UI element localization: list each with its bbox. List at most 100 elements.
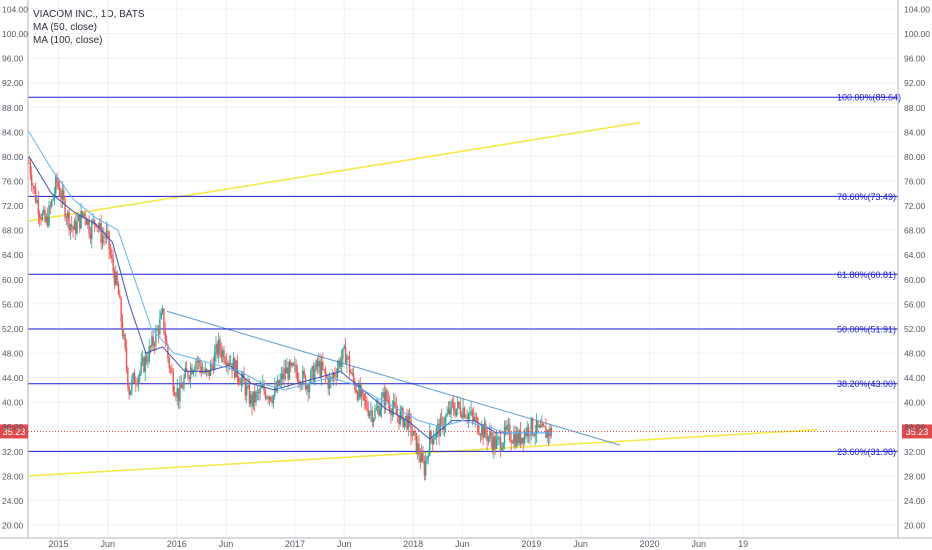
legend-ma100: MA (100, close) bbox=[33, 35, 103, 46]
candle-body bbox=[259, 387, 261, 394]
candle-body bbox=[51, 200, 53, 207]
candle-body bbox=[424, 460, 427, 476]
candle-body bbox=[137, 376, 140, 385]
candle-body bbox=[311, 366, 313, 371]
candle-body bbox=[89, 234, 92, 240]
candle-body bbox=[372, 418, 375, 423]
candle-body bbox=[546, 430, 548, 438]
candle-body bbox=[208, 370, 211, 376]
candle-body bbox=[541, 423, 543, 428]
candle-body bbox=[334, 373, 336, 377]
candle-body bbox=[355, 389, 357, 393]
candle-body bbox=[232, 358, 235, 371]
candle-body bbox=[395, 406, 398, 415]
candle-body bbox=[73, 220, 76, 230]
candle-body bbox=[403, 418, 406, 427]
candle-body bbox=[388, 402, 391, 411]
candle-body bbox=[132, 373, 134, 380]
candle-body bbox=[523, 432, 526, 444]
candle-body bbox=[519, 430, 522, 444]
y-tick-label-left: 80.00 bbox=[2, 152, 24, 162]
candle-body bbox=[518, 430, 520, 444]
y-tick-label-left: 28.00 bbox=[2, 471, 24, 481]
candle-body bbox=[79, 215, 81, 229]
candle-body bbox=[279, 379, 281, 386]
y-tick-label-right: 88.00 bbox=[904, 103, 926, 113]
candle-body bbox=[475, 417, 478, 419]
candle-body bbox=[466, 417, 468, 419]
candle-body bbox=[493, 436, 495, 451]
candle-body bbox=[41, 213, 44, 220]
candle-body bbox=[29, 162, 32, 175]
candle-body bbox=[168, 358, 170, 368]
candle-body bbox=[303, 370, 305, 376]
candle-body bbox=[450, 401, 452, 415]
candle-body bbox=[161, 308, 164, 313]
candle-body bbox=[394, 401, 396, 407]
candle-body bbox=[511, 442, 514, 444]
candle-body bbox=[537, 420, 539, 428]
candle-body bbox=[235, 360, 237, 378]
candle-body bbox=[75, 220, 77, 234]
candle-body bbox=[264, 391, 267, 399]
candle-body bbox=[76, 221, 78, 234]
candle-body bbox=[399, 411, 402, 425]
candle-body bbox=[461, 414, 463, 418]
candle-body bbox=[113, 271, 116, 285]
candle-body bbox=[187, 371, 189, 378]
candle-body bbox=[467, 413, 470, 419]
candle-body bbox=[347, 356, 349, 358]
y-tick-label-right: 28.00 bbox=[904, 471, 926, 481]
candle-body bbox=[227, 362, 229, 366]
candle-body bbox=[213, 352, 216, 370]
candle-body bbox=[320, 361, 323, 377]
candle-body bbox=[514, 434, 516, 447]
x-tick-label: Jun bbox=[337, 539, 352, 549]
candle-body bbox=[326, 375, 328, 378]
y-tick-label-left: 88.00 bbox=[2, 103, 24, 113]
candle-body bbox=[494, 436, 496, 449]
candle-body bbox=[128, 386, 130, 395]
candle-body bbox=[522, 437, 524, 444]
candle-body bbox=[342, 348, 344, 359]
candle-body bbox=[502, 443, 504, 449]
candle-body bbox=[370, 410, 372, 413]
candle-body bbox=[534, 434, 536, 436]
candle-body bbox=[115, 272, 117, 285]
x-tick-label: Jun bbox=[455, 539, 470, 549]
candle-body bbox=[244, 382, 247, 396]
candle-body bbox=[223, 349, 225, 362]
candle-body bbox=[418, 443, 420, 456]
candle-body bbox=[290, 361, 292, 366]
candle-body bbox=[44, 210, 46, 222]
candle-body bbox=[191, 367, 193, 374]
candle-body bbox=[157, 328, 160, 335]
candle-body bbox=[525, 432, 527, 437]
candle-body bbox=[307, 385, 309, 393]
candle-body bbox=[314, 369, 316, 382]
candle-body bbox=[487, 436, 490, 441]
candle-body bbox=[312, 366, 315, 382]
y-tick-label-right: 68.00 bbox=[904, 226, 926, 236]
candle-body bbox=[420, 453, 423, 462]
candle-body bbox=[328, 379, 331, 389]
candle-body bbox=[457, 401, 459, 409]
candle-body bbox=[155, 329, 157, 346]
candle-body bbox=[69, 224, 72, 231]
candle-body bbox=[296, 371, 299, 381]
candle-body bbox=[172, 372, 174, 392]
candle-body bbox=[258, 391, 260, 394]
y-tick-label-right: 36.00 bbox=[904, 422, 926, 432]
fib-levels: 100.00%(89.64) 78.60%(73.49) 61.80%(60.81)… bbox=[28, 93, 901, 457]
candle-body bbox=[105, 230, 108, 238]
candle-body bbox=[391, 408, 393, 416]
candle-body bbox=[481, 425, 483, 436]
candle-body bbox=[455, 408, 458, 416]
candle-body bbox=[392, 401, 395, 409]
candle-body bbox=[276, 380, 279, 392]
candle-body bbox=[240, 378, 243, 385]
candle-body bbox=[447, 408, 450, 414]
candle-body bbox=[93, 219, 96, 224]
y-tick-label-right: 100.00 bbox=[904, 29, 930, 39]
